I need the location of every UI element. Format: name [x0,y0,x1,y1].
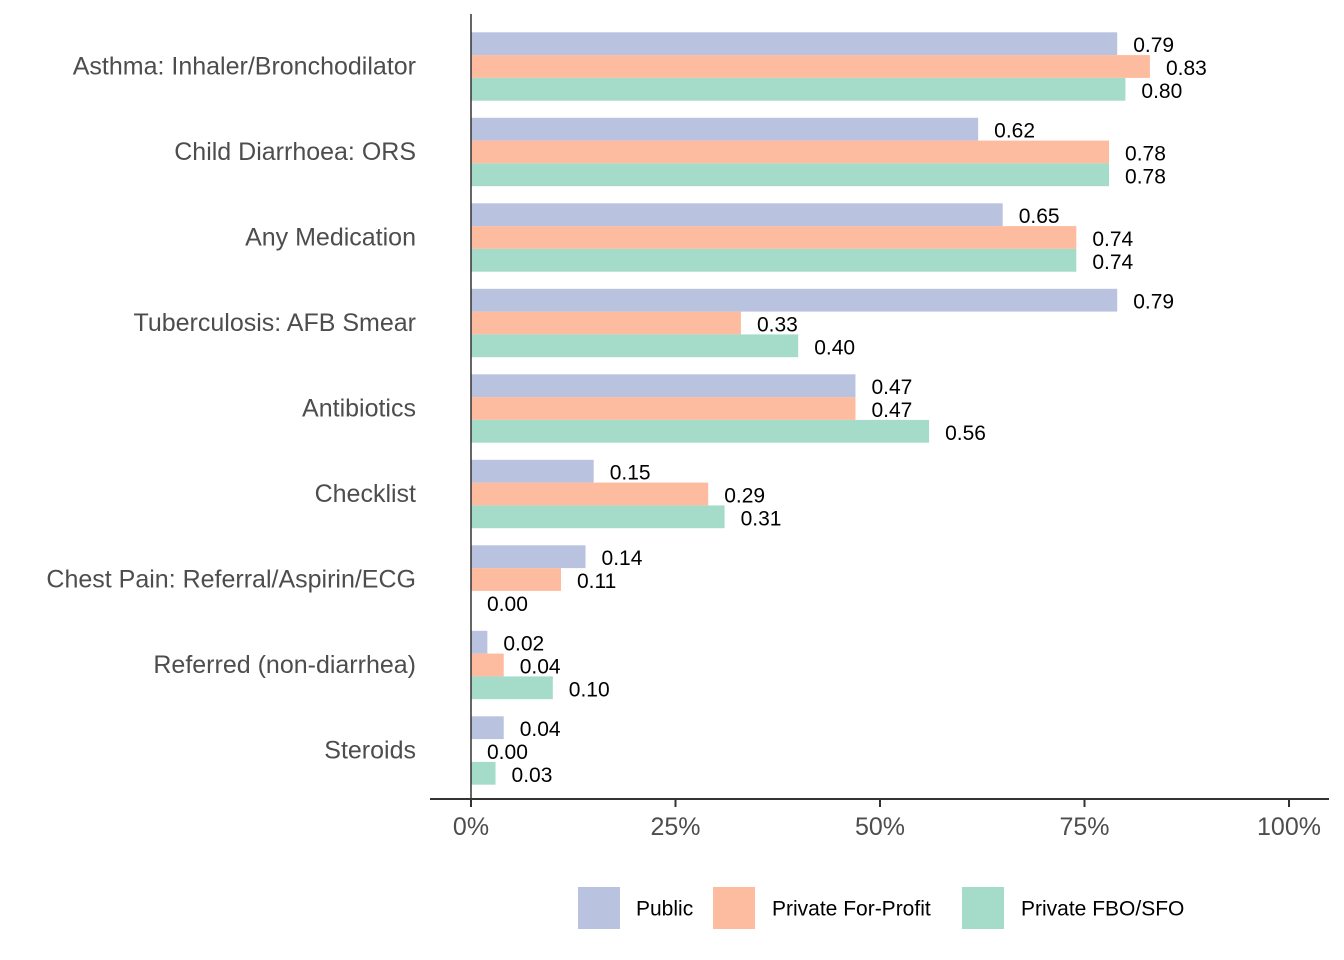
data-label: 0.10 [569,678,610,701]
category-label: Child Diarrhoea: ORS [174,138,416,166]
x-tick-label: 0% [453,813,489,841]
data-label: 0.00 [487,741,528,764]
bar [471,630,488,654]
bar [471,248,1077,272]
bar [471,545,586,569]
data-label: 0.00 [487,593,528,616]
legend-label: Private FBO/SFO [1021,898,1184,921]
bar [471,676,553,700]
x-tick-label: 50% [855,813,905,841]
x-tick-label: 100% [1257,813,1321,841]
data-label: 0.04 [520,718,561,741]
axes-layer: 0% 25% 50% 75% 100% [430,14,1329,841]
bar [471,716,504,740]
data-label: 0.47 [871,376,912,399]
legend-swatch [578,887,620,929]
data-label: 0.74 [1092,251,1133,274]
data-label: 0.74 [1092,228,1133,251]
bar [471,77,1126,101]
category-label: Tuberculosis: AFB Smear [133,309,416,337]
data-label: 0.83 [1166,57,1207,80]
legend-swatch [713,887,755,929]
category-label: Checklist [315,480,416,508]
bar [471,459,594,483]
bar [471,653,504,677]
bar [471,117,979,141]
bar [471,397,856,420]
bar [471,140,1110,164]
data-label: 0.56 [945,422,986,445]
data-label: 0.14 [602,547,643,570]
data-label: 0.79 [1133,291,1174,314]
category-label: Chest Pain: Referral/Aspirin/ECG [46,566,416,594]
bar [471,374,856,398]
category-label: Asthma: Inhaler/Bronchodilator [73,53,416,81]
bars-layer [471,32,1150,785]
data-label: 0.65 [1019,205,1060,228]
data-label: 0.03 [512,764,553,787]
data-label: 0.40 [814,336,855,359]
x-tick-label: 25% [650,813,700,841]
legend: Public Private For-Profit Private FBO/SFO [578,887,1184,929]
data-label: 0.04 [520,656,561,679]
legend-swatch [962,887,1004,929]
legend-label: Public [636,898,693,921]
data-label: 0.11 [577,570,616,593]
category-label: Referred (non-diarrhea) [153,651,416,679]
bar [471,482,709,506]
bar [471,761,496,785]
data-label: 0.02 [503,633,544,656]
data-label: 0.80 [1141,80,1182,103]
bar [471,203,1003,227]
bar [471,505,725,529]
labels-layer: Asthma: Inhaler/Bronchodilator0.790.830.… [46,34,1206,787]
bar [471,288,1118,312]
bar [471,226,1077,249]
bar [471,311,741,335]
data-label: 0.79 [1133,34,1174,57]
data-label: 0.78 [1125,165,1166,188]
data-label: 0.15 [610,462,651,485]
x-tick-label: 75% [1059,813,1109,841]
data-label: 0.33 [757,314,798,337]
data-label: 0.47 [871,399,912,422]
category-label: Steroids [324,737,416,765]
bar [471,568,561,591]
bar [471,55,1150,78]
legend-label: Private For-Profit [772,898,931,921]
bar [471,163,1110,187]
data-label: 0.62 [994,120,1035,143]
data-label: 0.78 [1125,143,1166,166]
category-label: Any Medication [245,224,416,252]
category-label: Antibiotics [302,395,416,423]
bar [471,419,930,443]
bar [471,32,1118,56]
data-label: 0.29 [724,485,765,508]
bar [471,334,799,358]
data-label: 0.31 [741,507,782,530]
